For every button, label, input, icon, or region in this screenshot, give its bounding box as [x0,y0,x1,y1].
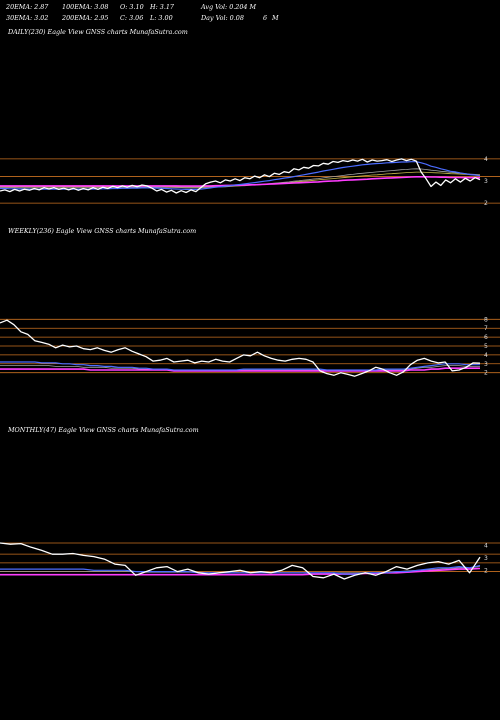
weekly-panel: 8 7 6 5 4 3 2 [0,316,500,377]
monthly-panel-title: MONTHLY(47) Eagle View GNSS charts Munaf… [8,426,199,434]
low-readout: L: 3.00 [150,14,173,22]
weekly-y-tick-label: 2 [484,370,488,377]
day-vol-unit: M [272,14,279,22]
header-row-2: 30EMA: 3.02 200EMA: 2.95 C: 3.06 L: 3.00 Day… [6,14,279,22]
daily-y-tick-label: 3 [484,178,488,185]
ema20-readout: 20EMA: 2.87 [6,3,49,11]
weekly-y-tick-label: 4 [484,352,488,359]
day-vol-digit: 6 [263,14,268,22]
monthly-ema-long-line [0,567,481,576]
weekly-y-tick-label: 8 [484,316,488,323]
day-vol-readout: Day Vol: 0.08 [201,14,244,22]
weekly-panel-title: WEEKLY(236) Eagle View GNSS charts Munaf… [8,227,197,235]
weekly-y-tick-label: 5 [484,343,488,350]
high-readout: H: 3.17 [150,3,174,11]
ema30-readout: 30EMA: 3.02 [6,14,49,22]
weekly-ema-short-line [0,361,480,371]
daily-ema-long-line [0,176,480,187]
avg-vol-readout: Avg Vol: 0.204 M [201,3,257,11]
monthly-y-tick-label: 4 [484,542,488,549]
header-row-1: 20EMA: 2.87 100EMA: 3.08 O: 3.10 H: 3.17 Avg… [6,3,256,11]
daily-price-line [0,158,481,194]
close-readout: C: 3.06 [120,14,144,22]
monthly-ema-short-line [0,564,481,575]
monthly-y-tick-label: 2 [484,567,488,574]
monthly-panel: 4 3 2 [0,542,500,580]
weekly-y-tick-label: 3 [484,361,488,368]
daily-y-tick-label: 4 [484,156,488,163]
ema100-readout: 100EMA: 3.08 [62,3,109,11]
weekly-ema-long-line [0,367,480,372]
daily-panel-title: DAILY(230) Eagle View GNSS charts Munafa… [8,28,188,36]
daily-y-tick-label: 2 [484,200,488,207]
weekly-y-tick-label: 7 [484,325,488,332]
weekly-y-tick-label: 6 [484,334,488,341]
monthly-price-line [0,542,481,580]
ema200-readout: 200EMA: 2.95 [62,14,109,22]
monthly-y-tick-label: 3 [484,555,488,562]
open-readout: O: 3.10 [120,3,144,11]
weekly-price-line [0,319,481,377]
daily-panel: 4 3 2 [0,156,500,207]
